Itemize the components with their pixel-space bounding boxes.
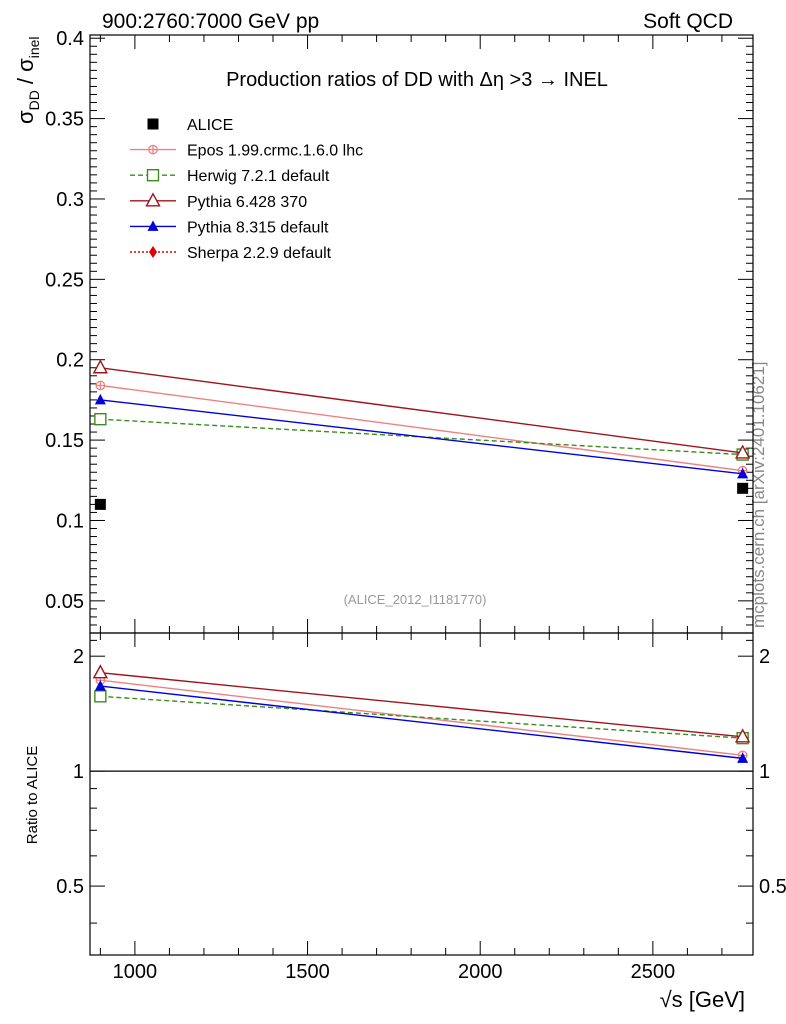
ratio-y-tick-label: 0.5: [56, 876, 84, 898]
y-label-sigma: σ: [13, 110, 38, 124]
series-herwig-1-ratio-line: [100, 695, 743, 739]
legend-marker: [148, 144, 158, 155]
series-pythia-2-ratio-line: [100, 672, 743, 738]
main-y-label: σDD / σinel: [13, 36, 42, 124]
series-pythia-3-ratio-point: [94, 680, 106, 691]
series-epos-0-point: [95, 380, 106, 391]
series-pythia-2-point: [92, 359, 109, 374]
series-pythia-2-point: [734, 444, 751, 459]
series-pythia-3-ratio-line: [100, 685, 743, 760]
legend-marker: [146, 168, 160, 182]
series-epos-0-line: [100, 384, 743, 472]
legend-marker: [147, 220, 159, 231]
ratio-y-tick-label-right: 2: [759, 646, 770, 668]
legend-marker: [147, 118, 159, 130]
ratio-frame: [89, 632, 754, 956]
reference-label: (ALICE_2012_I1181770): [344, 592, 487, 607]
legend: ALICE Epos 1.99.crmc.1.6.0 lhc Herwig 7.2.…: [130, 117, 363, 262]
ratio-x-axis: 1000 1500 2000 2500: [99, 633, 723, 983]
ratio-panel: 0.5 0.5 1 1 2 2 1000 1500 2000 2500 Ratio to ALI…: [24, 632, 786, 983]
series-herwig-1-ratio-point: [94, 690, 107, 703]
header-left: 900:2760:7000 GeV pp: [102, 10, 319, 33]
series-pythia-3-line: [100, 399, 743, 475]
main-y-tick-label: 0.1: [56, 510, 84, 532]
main-series: [92, 359, 751, 510]
y-label-sub-inel: inel: [26, 36, 42, 58]
series-pythia-3-point: [737, 467, 749, 479]
y-label-sep: / σ: [13, 58, 38, 90]
main-y-tick-label: 0.25: [45, 269, 84, 291]
legend-label: Sherpa 2.2.9 default: [187, 245, 332, 262]
main-panel: 0.05 0.1 0.15 0.2 0.25 0.3 0.35 0.4 Production …: [45, 28, 754, 634]
series-pythia-3-point: [94, 393, 106, 405]
x-axis-label: √s [GeV]: [660, 987, 745, 1012]
ratio-series: [92, 664, 751, 763]
main-y-tick-label: 0.05: [45, 591, 84, 613]
series-pythia-2-ratio-point: [734, 728, 751, 743]
legend-label: ALICE: [187, 117, 233, 134]
main-y-axis: 0.05 0.1 0.15 0.2 0.25 0.3 0.35 0.4: [45, 28, 753, 626]
series-pythia-2-ratio-point: [92, 664, 109, 679]
main-y-tick-label: 0.15: [45, 430, 84, 452]
y-label-sub-dd: DD: [26, 90, 42, 110]
x-tick-label: 2500: [631, 961, 676, 983]
series-pythia-2-line: [100, 367, 743, 454]
main-y-tick-label: 0.35: [45, 109, 84, 131]
main-y-tick-label: 0.4: [56, 28, 84, 50]
legend-label: Pythia 8.315 default: [187, 219, 329, 236]
ratio-y-label: Ratio to ALICE: [24, 746, 41, 844]
legend-marker: [149, 246, 157, 258]
main-y-tick-label: 0.2: [56, 350, 84, 372]
ratio-y-tick-label-right: 0.5: [759, 876, 786, 898]
x-tick-label: 2000: [458, 961, 503, 983]
series-herwig-1-point: [94, 412, 107, 426]
header-right: Soft QCD: [643, 10, 733, 33]
alice-data-point: [94, 498, 106, 510]
chart-title: Production ratios of DD with Δη >3 → INE…: [226, 69, 608, 91]
ratio-y-axis: 0.5 0.5 1 1 2 2: [56, 639, 786, 924]
alice-data-point: [737, 482, 749, 494]
ratio-y-tick-label: 2: [73, 646, 84, 668]
ratio-y-tick-label-right: 1: [759, 761, 770, 783]
series-pythia-3-ratio-point: [737, 752, 749, 763]
side-label: mcplots.cern.ch [arXiv:2401.10621]: [749, 362, 768, 628]
main-x-ticks: [99, 35, 723, 633]
legend-label: Epos 1.99.crmc.1.6.0 lhc: [187, 143, 363, 160]
legend-label: Herwig 7.2.1 default: [187, 168, 330, 185]
legend-label: Pythia 6.428 370: [187, 194, 307, 211]
main-y-tick-label: 0.3: [56, 189, 84, 211]
legend-marker: [145, 192, 161, 207]
x-tick-label: 1000: [113, 961, 158, 983]
ratio-y-tick-label: 1: [73, 761, 84, 783]
x-tick-label: 1500: [285, 961, 330, 983]
